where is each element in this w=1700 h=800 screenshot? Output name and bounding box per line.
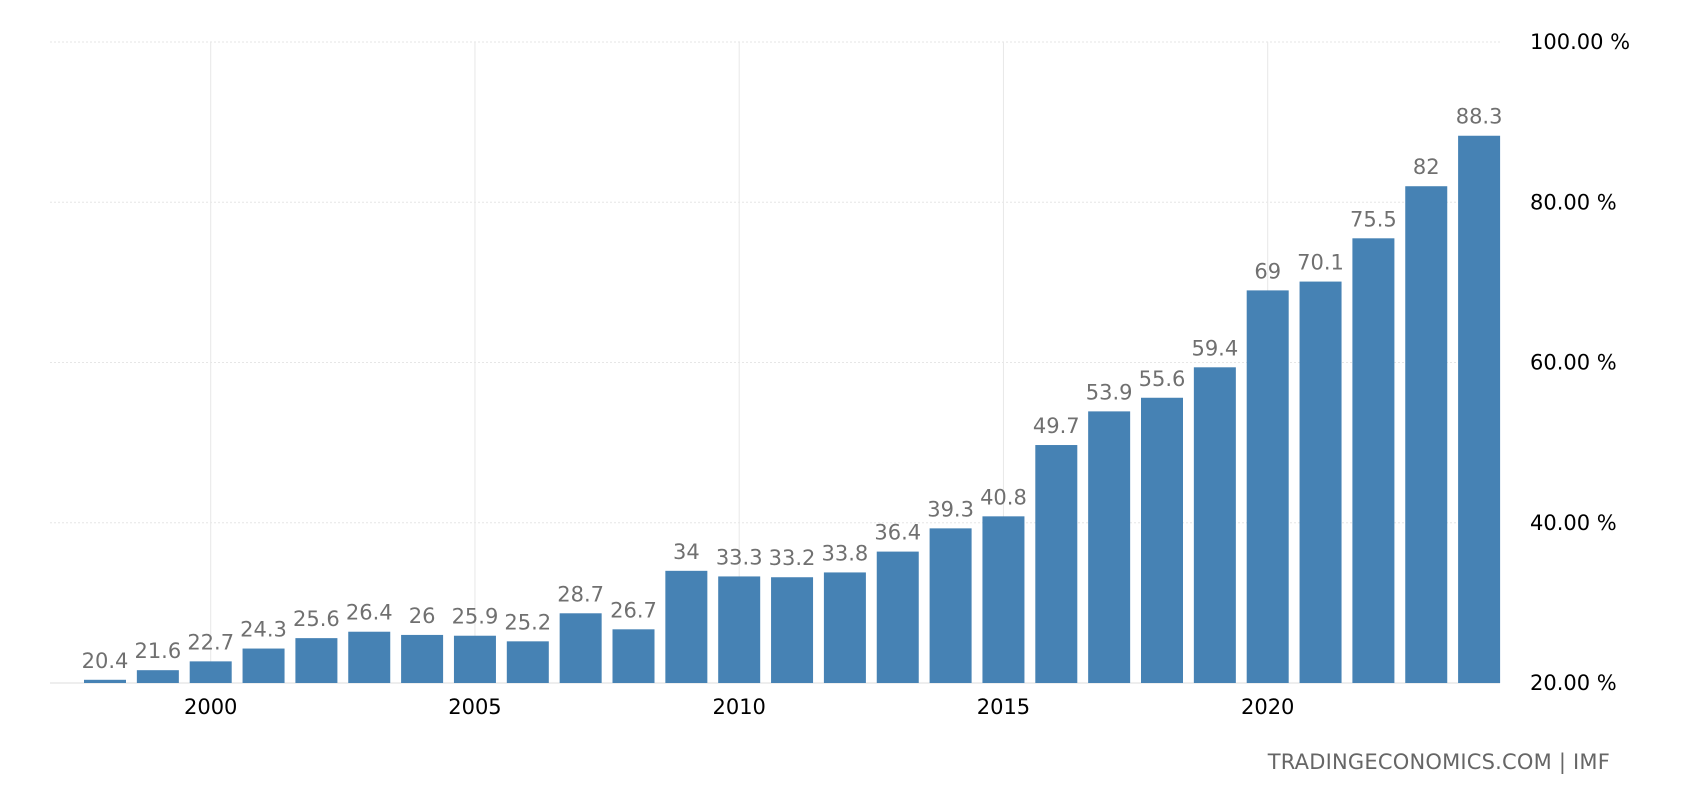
bar-2006 <box>506 641 549 683</box>
bar-2008 <box>612 629 655 683</box>
bar-2015 <box>982 516 1025 683</box>
bar-2014 <box>929 528 972 683</box>
y-tick-label-100: 100.00 % <box>1530 30 1630 54</box>
bar-2013 <box>876 551 919 683</box>
x-tick-label-2005: 2005 <box>448 695 501 719</box>
data-labels: 20.4 21.6 22.724.3 25.6 26.4 26 25.9 25.228.726… <box>82 105 1503 673</box>
data-label-2013: 36.4 <box>874 521 921 545</box>
y-axis: 20.00 % 40.00 % 60.00 % 80.00 % 100.00 % <box>1530 30 1630 695</box>
data-label-2024: 88.3 <box>1456 105 1503 129</box>
data-label-1998: 20.4 <box>82 649 129 673</box>
data-label-2010: 33.3 <box>716 545 763 569</box>
bar-2000 <box>189 661 232 683</box>
data-label-2005: 25.9 <box>452 605 499 629</box>
bar-2004 <box>401 634 444 683</box>
bar-2012 <box>823 572 866 683</box>
data-label-2004: 26 <box>409 604 436 628</box>
bar-2001 <box>242 648 285 683</box>
bar-2005 <box>453 635 496 683</box>
bar-2010 <box>718 576 761 683</box>
bar-2020 <box>1246 290 1289 683</box>
data-label-2000: 22.7 <box>187 630 234 654</box>
bar-2007 <box>559 613 602 683</box>
x-tick-label-2000: 2000 <box>184 695 237 719</box>
source-attribution: TRADINGECONOMICS.COM | IMF <box>1267 750 1610 774</box>
data-label-1999: 21.6 <box>134 639 181 663</box>
data-label-2008: 26.7 <box>610 598 657 622</box>
bar-2024 <box>1458 135 1501 684</box>
bar-1999 <box>136 670 179 683</box>
data-label-2003: 26.4 <box>346 601 393 625</box>
data-label-2017: 53.9 <box>1086 380 1133 404</box>
data-label-2020: 69 <box>1254 259 1281 283</box>
bar-2011 <box>771 577 814 683</box>
data-label-2006: 25.2 <box>504 610 551 634</box>
x-tick-label-2015: 2015 <box>977 695 1030 719</box>
data-label-2015: 40.8 <box>980 485 1027 509</box>
data-label-2007: 28.7 <box>557 582 604 606</box>
bar-1998 <box>84 679 126 683</box>
bar-2021 <box>1299 281 1342 683</box>
bar-2018 <box>1141 397 1183 683</box>
x-tick-label-2010: 2010 <box>712 695 765 719</box>
bar-2003 <box>348 631 391 683</box>
x-axis: 2000 2005 2010 2015 2020 <box>184 695 1294 719</box>
data-label-2018: 55.6 <box>1139 367 1186 391</box>
bar-2002 <box>295 638 338 683</box>
bar-2019 <box>1193 367 1236 683</box>
data-label-2001: 24.3 <box>240 618 287 642</box>
data-label-2002: 25.6 <box>293 607 340 631</box>
data-label-2021: 70.1 <box>1297 251 1344 275</box>
bar-2023 <box>1405 186 1448 683</box>
y-tick-label-60: 60.00 % <box>1530 351 1617 375</box>
data-label-2016: 49.7 <box>1033 414 1080 438</box>
data-label-2009: 34 <box>673 540 700 564</box>
bar-2017 <box>1088 411 1131 683</box>
data-label-2011: 33.2 <box>769 546 816 570</box>
data-label-2012: 33.8 <box>822 541 869 565</box>
bar-2009 <box>665 570 708 683</box>
bar-2016 <box>1035 445 1078 683</box>
bars <box>84 135 1501 684</box>
data-label-2019: 59.4 <box>1191 336 1238 360</box>
data-label-2022: 75.5 <box>1350 207 1397 231</box>
data-label-2023: 82 <box>1413 155 1440 179</box>
data-label-2014: 39.3 <box>927 497 974 521</box>
y-tick-label-40: 40.00 % <box>1530 511 1617 535</box>
bar-2022 <box>1352 238 1395 683</box>
y-tick-label-80: 80.00 % <box>1530 190 1617 214</box>
y-tick-label-20: 20.00 % <box>1530 671 1617 695</box>
x-tick-label-2020: 2020 <box>1241 695 1294 719</box>
